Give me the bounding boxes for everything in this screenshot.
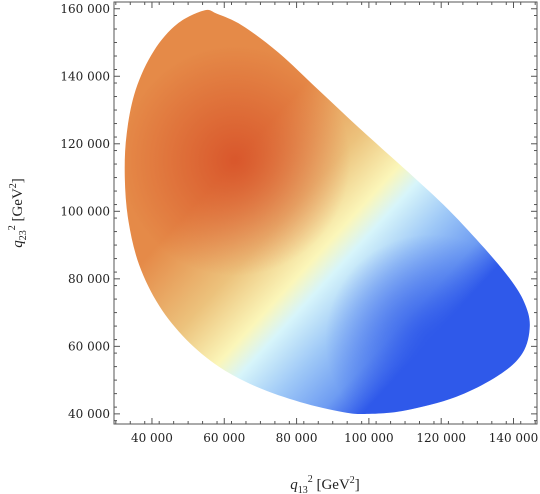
x-tick-label: 120 000 [416,431,466,445]
x-tick-label: 80 000 [276,431,318,445]
x-tick-label: 140 000 [489,431,539,445]
plot-frame [113,1,538,425]
density-region [124,9,530,415]
cold-spot [124,9,530,415]
x-tick-label: 60 000 [203,431,245,445]
y-tick-label: 100 000 [60,204,110,218]
plot-area [124,9,530,415]
y-tick-label: 120 000 [60,137,110,151]
y-tick-label: 160 000 [60,2,110,16]
x-tick-label: 100 000 [344,431,394,445]
y-tick-label: 40 000 [68,407,110,421]
ticks: 40 000 60 000 80 000 100 000 120 000 140 000 4… [60,1,539,445]
y-axis-title: q232 [GeV2] [7,178,29,248]
y-tick-label: 60 000 [68,339,110,353]
x-tick-label: 40 000 [131,431,173,445]
y-tick-label: 140 000 [60,69,110,83]
x-axis-title: q132 [GeV2] [290,474,360,494]
y-tick-label: 80 000 [68,272,110,286]
